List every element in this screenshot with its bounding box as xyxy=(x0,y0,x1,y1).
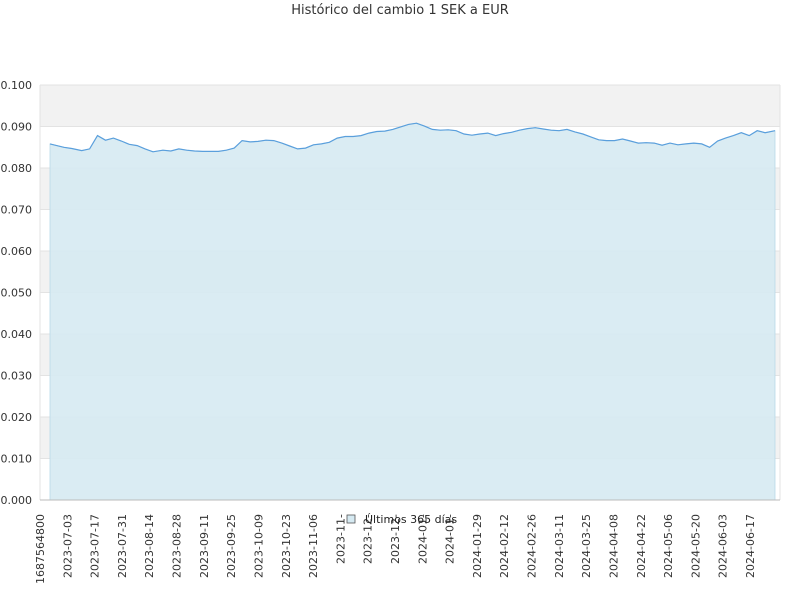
y-tick-labels: 0.000 0.010 0.020 0.030 0.040 0.050 0.060 0.070… xyxy=(1,79,33,507)
x-tick-label: 2024-06-17 xyxy=(744,514,757,578)
x-tick-label: 2024-04-08 xyxy=(608,514,621,578)
x-tick-label: 2024-01- xyxy=(444,514,457,564)
y-tick-label: 0.080 xyxy=(1,162,33,175)
x-tick-label: 2023-12- xyxy=(389,514,402,564)
x-tick-label: 1687564800 xyxy=(34,514,47,584)
x-tick-label: 2023-07-03 xyxy=(61,514,74,578)
x-tick-label: 2023-11-06 xyxy=(307,514,320,578)
x-tick-label: 2023-12- xyxy=(362,514,375,564)
x-tick-label: 2023-09-11 xyxy=(198,514,211,578)
x-tick-label: 2023-10-23 xyxy=(280,514,293,578)
x-tick-labels: 1687564800 2023-07-03 2023-07-17 2023-07-31… xyxy=(34,514,757,584)
x-tick-label: 2023-11- xyxy=(334,514,347,564)
x-tick-label: 2024-01- xyxy=(416,514,429,564)
x-tick-label: 2024-02-12 xyxy=(498,514,511,578)
x-tick-label: 2024-04-22 xyxy=(635,514,648,578)
y-tick-label: 0.100 xyxy=(1,79,33,92)
y-tick-label: 0.010 xyxy=(1,453,33,466)
y-tick-label: 0.040 xyxy=(1,328,33,341)
x-tick-label: 2024-01-29 xyxy=(471,514,484,578)
x-tick-label: 2024-06-03 xyxy=(717,514,730,578)
x-tick-label: 2024-03-11 xyxy=(553,514,566,578)
legend-label: Últimos 365 días xyxy=(365,513,457,526)
y-tick-label: 0.030 xyxy=(1,370,33,383)
y-tick-label: 0.050 xyxy=(1,287,33,300)
y-tick-label: 0.020 xyxy=(1,411,33,424)
x-tick-label: 2024-05-06 xyxy=(662,514,675,578)
series-line xyxy=(49,122,776,153)
x-tick-label: 2023-07-17 xyxy=(89,514,102,578)
plot-band xyxy=(40,85,780,127)
x-tick-label: 2023-08-14 xyxy=(143,514,156,578)
x-tick-label: 2023-08-28 xyxy=(171,514,184,578)
x-tick-label: 2024-05-20 xyxy=(689,514,702,578)
y-tick-label: 0.060 xyxy=(1,245,33,258)
legend-swatch xyxy=(346,514,356,524)
chart-title: Histórico del cambio 1 SEK a EUR xyxy=(291,3,509,18)
x-tick-label: 2023-10-09 xyxy=(253,514,266,578)
series-area xyxy=(49,122,776,501)
y-tick-label: 0.070 xyxy=(1,204,33,217)
x-tick-label: 2024-02-26 xyxy=(526,514,539,578)
x-tick-label: 2023-07-31 xyxy=(116,514,129,578)
x-tick-label: 2024-03-25 xyxy=(580,514,593,578)
y-tick-label: 0.090 xyxy=(1,121,33,134)
y-tick-label: 0.000 xyxy=(1,494,33,507)
legend: Últimos 365 días xyxy=(346,513,457,526)
x-tick-label: 2023-09-25 xyxy=(225,514,238,578)
